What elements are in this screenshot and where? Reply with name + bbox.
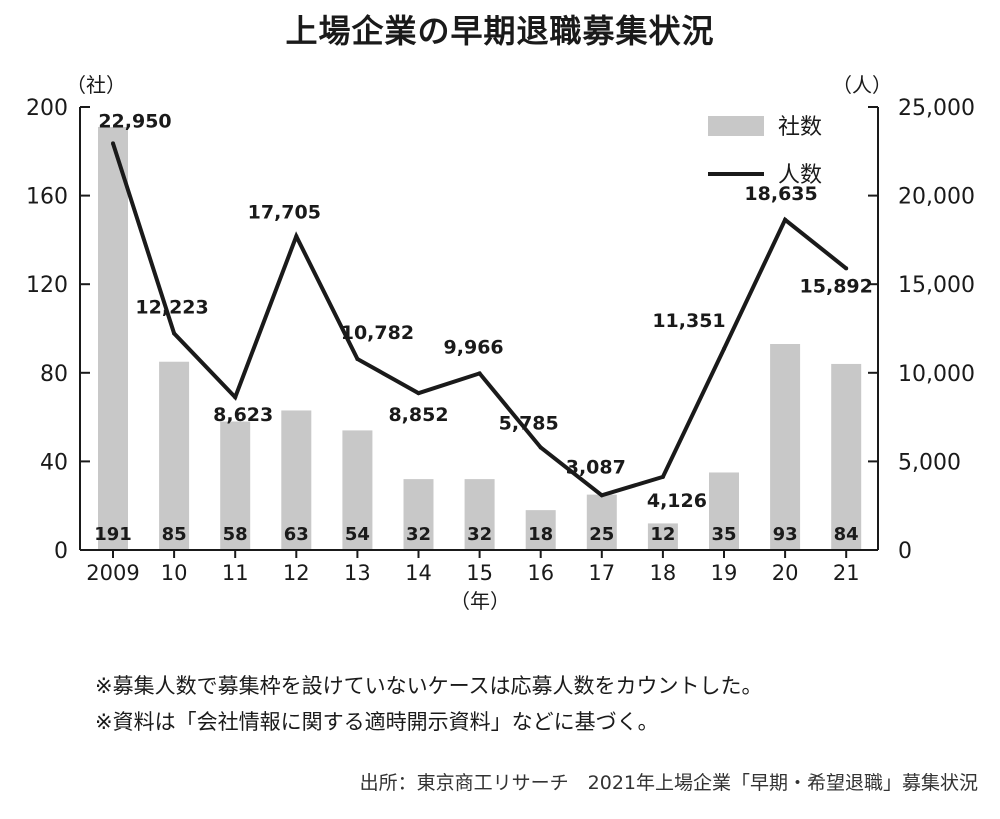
line-point-20 [783,217,788,222]
bar-10 [159,361,190,550]
line-point-19 [722,346,726,351]
x-tick-label: 10 [161,561,188,585]
bar-value-label: 35 [711,524,736,545]
x-tick-label: 16 [527,561,554,585]
line-value-label: 8,852 [388,404,448,426]
notes: ※募集人数で募集枠を設けていないケースは応募人数をカウントした。 ※資料は「会社… [95,668,763,740]
left-tick-label: 200 [26,96,68,121]
bar-14 [403,479,434,550]
x-tick-label: 12 [283,561,310,585]
line-value-label: 4,126 [647,490,707,512]
bar-value-label: 12 [650,524,675,545]
line-value-label: 17,705 [248,201,321,223]
x-tick-label: 14 [405,561,432,585]
line-point-15 [477,371,482,376]
legend-label-bar: 社数 [778,115,822,140]
line-value-label: 8,623 [213,404,273,426]
line-value-label: 5,785 [499,412,559,434]
bar-12 [281,410,312,550]
bar-value-label: 54 [345,524,370,545]
x-tick-label: 21 [833,561,860,585]
x-tick-label: 19 [711,561,738,585]
line-value-label: 15,892 [800,275,873,297]
right-axis-unit: （人） [832,73,892,97]
line-point-21 [844,266,849,271]
bar-value-label: 63 [284,524,309,545]
line-point-13 [355,356,360,361]
bar-17 [586,494,617,550]
x-tick-label: 17 [588,561,615,585]
bar-value-label: 85 [162,524,187,545]
line-point-2009 [111,141,115,146]
bar-value-label: 18 [528,524,553,545]
x-tick-label: 15 [466,561,493,585]
line-point-16 [538,445,543,450]
bar-value-label: 84 [834,524,859,545]
x-tick-label: 20 [772,561,799,585]
bar-value-label: 25 [589,524,614,545]
line-point-18 [660,474,665,479]
left-tick-label: 40 [40,450,68,475]
bar-value-label: 32 [406,524,431,545]
source-text: 出所：東京商工リサーチ 2021年上場企業「早期・希望退職」募集状況 [359,772,978,794]
bar-value-label: 93 [773,524,798,545]
line-value-label: 3,087 [566,456,626,478]
right-tick-label: 10,000 [898,362,975,387]
bar-15 [464,479,495,550]
bar-13 [342,430,373,550]
x-tick-label: 18 [650,561,677,585]
note-1: ※募集人数で募集枠を設けていないケースは応募人数をカウントした。 [95,674,763,698]
line-value-label: 9,966 [444,336,504,358]
bar-20 [770,344,801,550]
x-tick-label: 2009 [86,561,139,585]
legend-label-line: 人数 [778,163,822,188]
bar-value-label: 58 [223,524,248,545]
left-tick-label: 160 [26,185,68,210]
bar-2009 [98,126,128,550]
note-2: ※資料は「会社情報に関する適時開示資料」などに基づく。 [95,710,659,734]
x-tick-label: 11 [222,561,249,585]
right-tick-label: 5,000 [898,450,961,475]
line-point-11 [233,395,238,400]
line-value-label: 22,950 [98,110,171,132]
line-point-17 [599,493,604,498]
bar-19 [709,472,739,550]
line-point-10 [172,331,177,336]
bar-11 [220,421,251,550]
legend-swatch-bar [708,116,764,136]
line-point-12 [294,234,299,239]
line-value-label: 18,635 [744,183,817,205]
left-tick-label: 80 [40,362,68,387]
line-value-label: 11,351 [652,310,725,332]
line-value-label: 12,223 [135,296,208,318]
left-axis-unit: （社） [66,73,126,97]
chart-title: 上場企業の早期退職募集状況 [285,12,715,50]
right-tick-label: 0 [898,539,912,564]
bar-18 [647,523,678,550]
line-point-14 [416,391,421,396]
bar-21 [831,363,862,550]
x-axis-unit: （年） [450,589,510,613]
right-tick-label: 20,000 [898,185,975,210]
line-value-label: 10,782 [341,322,414,344]
right-tick-label: 25,000 [898,96,975,121]
left-tick-label: 0 [54,539,68,564]
left-tick-label: 120 [26,273,68,298]
bar-16 [525,510,556,550]
bar-value-label: 191 [94,524,132,545]
chart: 0 40 80 120 160 200 0 5,000 10,000 15,000 20,000 25… [26,73,975,613]
right-tick-label: 15,000 [898,273,975,298]
x-tick-label: 13 [344,561,371,585]
bar-value-label: 32 [467,524,492,545]
